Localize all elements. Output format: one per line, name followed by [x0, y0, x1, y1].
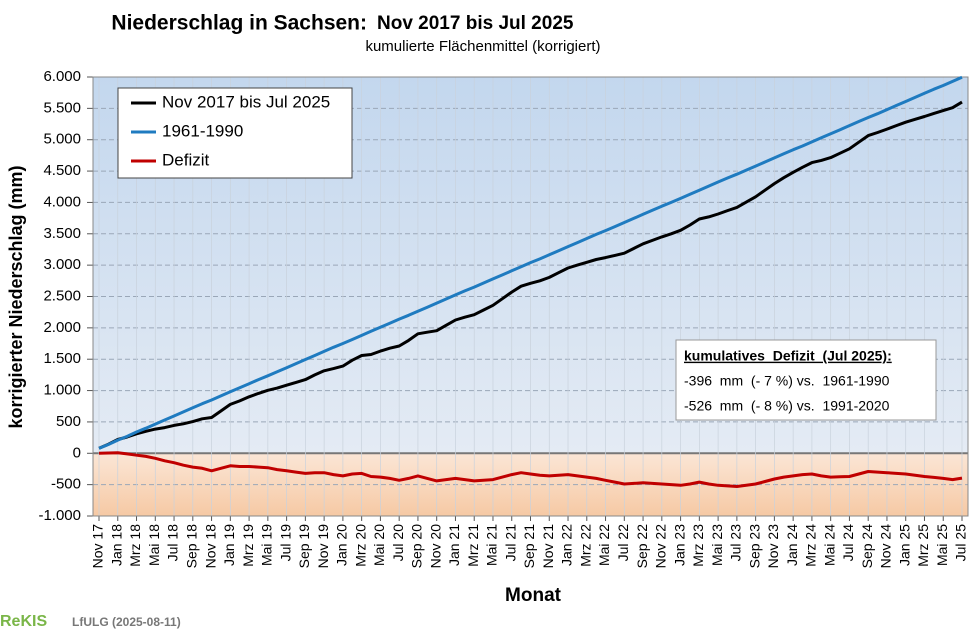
x-tick-label: Mai 23	[709, 524, 725, 566]
x-tick-label: Jan 24	[784, 524, 800, 566]
x-tick-label: Jan 22	[559, 524, 575, 566]
x-tick-label: Jul 18	[165, 524, 181, 562]
x-tick-label: Nov 17	[90, 524, 106, 569]
series-line	[98, 451, 963, 488]
annotation: kumulatives Defizit (Jul 2025):	[684, 348, 892, 364]
x-tick-label: Jan 18	[108, 524, 124, 566]
x-tick-label: Mrz 25	[915, 524, 931, 567]
x-tick-label: Mrz 24	[803, 524, 819, 567]
x-tick-label: Jul 20	[390, 524, 406, 562]
annotation: -396 mm (- 7 %) vs. 1961-1990	[684, 373, 890, 389]
y-tick-label: 0	[73, 444, 81, 461]
series-line	[98, 75, 963, 450]
y-tick-label: 2.500	[43, 287, 81, 304]
x-tick-label: Sep 21	[521, 524, 537, 569]
x-tick-label: Mai 18	[146, 524, 162, 566]
chart-title-period: Nov 2017 bis Jul 2025	[377, 13, 574, 34]
x-tick-label: Jan 25	[896, 524, 912, 566]
x-tick-label: Jan 23	[671, 524, 687, 566]
y-tick-label: 5.000	[43, 131, 81, 148]
x-tick-label: Sep 19	[296, 524, 312, 569]
x-tick-label: Sep 22	[634, 524, 650, 569]
y-tick-label: 3.500	[43, 225, 81, 242]
x-tick-label: Nov 24	[878, 524, 894, 569]
x-tick-label: Mai 20	[371, 524, 387, 566]
y-tick-label: 3.000	[43, 256, 81, 273]
y-tick-label: 4.000	[43, 193, 81, 210]
x-tick-label: Jul 21	[502, 524, 518, 562]
x-tick-label: Mrz 21	[465, 524, 481, 567]
x-tick-label: Mrz 18	[127, 524, 143, 567]
plot-frame	[92, 76, 969, 517]
annotation: -526 mm (- 8 %) vs. 1991-2020	[684, 398, 890, 414]
x-tick-label: Jan 21	[446, 524, 462, 566]
x-tick-label: Jul 25	[953, 524, 969, 562]
x-tick-label: Mrz 19	[240, 524, 256, 567]
x-tick-label: Jan 19	[221, 524, 237, 566]
footer-logo: ReKIS	[0, 613, 47, 630]
x-tick-label: Mrz 23	[690, 524, 706, 567]
footer-text: LfULG (2025-08-11)	[72, 615, 181, 629]
x-tick-label: Jul 23	[728, 524, 744, 562]
y-tick-label: 6.000	[43, 68, 81, 85]
series-line	[98, 100, 963, 450]
x-tick-label: Nov 23	[765, 524, 781, 569]
y-tick-label: -500	[51, 476, 81, 493]
x-tick-label: Jan 20	[334, 524, 350, 566]
y-tick-label: 500	[56, 413, 81, 430]
legend-label: Defizit	[162, 150, 210, 169]
x-tick-label: Mai 21	[484, 524, 500, 566]
x-axis-label: Monat	[505, 585, 562, 606]
x-tick-label: Mai 24	[821, 524, 837, 566]
x-tick-label: Sep 23	[746, 524, 762, 569]
legend-box	[117, 87, 353, 179]
x-tick-label: Mrz 20	[352, 524, 368, 567]
x-tick-label: Jul 24	[840, 524, 856, 562]
x-tick-label: Nov 20	[427, 524, 443, 569]
y-tick-label: 2.000	[43, 319, 81, 336]
y-tick-label: 4.500	[43, 162, 81, 179]
x-tick-label: Mai 25	[934, 524, 950, 566]
y-axis-label: korrigierter Niederschlag (mm)	[6, 165, 26, 428]
y-tick-label: 1.000	[43, 382, 81, 399]
x-tick-label: Nov 22	[653, 524, 669, 569]
x-tick-label: Sep 18	[184, 524, 200, 569]
x-tick-label: Nov 19	[315, 524, 331, 569]
y-tick-label: 1.500	[43, 350, 81, 367]
annotation-box	[675, 339, 937, 421]
x-tick-label: Mai 19	[259, 524, 275, 566]
x-tick-label: Mai 22	[596, 524, 612, 566]
chart-subtitle: kumulierte Flächenmittel (korrigiert)	[365, 38, 600, 55]
x-tick-label: Mrz 22	[577, 524, 593, 567]
x-tick-label: Nov 18	[202, 524, 218, 569]
chart-title: Niederschlag in Sachsen:	[111, 12, 367, 35]
x-tick-label: Jul 19	[277, 524, 293, 562]
x-tick-label: Sep 24	[859, 524, 875, 569]
legend-label: 1961-1990	[162, 121, 243, 140]
x-tick-label: Nov 21	[540, 524, 556, 569]
y-tick-label: -1.000	[38, 507, 81, 524]
legend-label: Nov 2017 bis Jul 2025	[162, 92, 330, 111]
x-tick-label: Jul 22	[615, 524, 631, 562]
y-tick-label: 5.500	[43, 99, 81, 116]
x-tick-label: Sep 20	[409, 524, 425, 569]
